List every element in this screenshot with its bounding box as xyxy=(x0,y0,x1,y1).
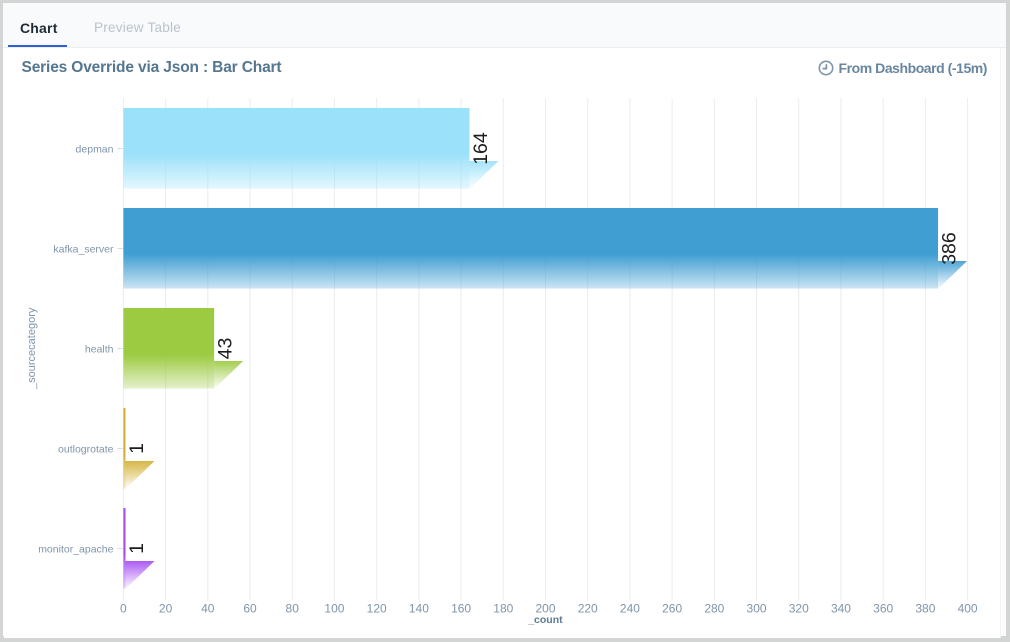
svg-text:kafka_server: kafka_server xyxy=(53,244,114,256)
svg-text:0: 0 xyxy=(120,602,127,616)
svg-text:380: 380 xyxy=(915,602,935,616)
svg-text:400: 400 xyxy=(958,602,978,616)
svg-text:60: 60 xyxy=(243,602,257,616)
svg-text:240: 240 xyxy=(620,602,640,616)
svg-text:_count: _count xyxy=(527,614,563,626)
svg-text:164: 164 xyxy=(470,132,492,165)
svg-text:320: 320 xyxy=(789,602,809,616)
svg-text:200: 200 xyxy=(535,602,555,616)
svg-text:80: 80 xyxy=(286,602,300,616)
svg-text:_sourcecategory: _sourcecategory xyxy=(26,307,38,390)
svg-text:monitor_apache: monitor_apache xyxy=(38,544,113,556)
svg-text:300: 300 xyxy=(747,602,767,616)
svg-text:40: 40 xyxy=(201,602,215,616)
svg-text:outlogrotate: outlogrotate xyxy=(58,444,114,456)
svg-text:1: 1 xyxy=(126,543,148,554)
svg-text:386: 386 xyxy=(939,232,961,265)
svg-text:100: 100 xyxy=(324,602,344,616)
svg-text:1: 1 xyxy=(126,443,148,454)
svg-text:120: 120 xyxy=(367,602,387,616)
svg-text:140: 140 xyxy=(409,602,429,616)
svg-text:220: 220 xyxy=(578,602,598,616)
svg-text:260: 260 xyxy=(662,602,682,616)
svg-text:43: 43 xyxy=(215,338,237,360)
svg-text:180: 180 xyxy=(493,602,513,616)
svg-text:360: 360 xyxy=(873,602,893,616)
svg-text:20: 20 xyxy=(159,602,173,616)
svg-text:health: health xyxy=(85,344,114,356)
svg-text:280: 280 xyxy=(704,602,724,616)
svg-text:160: 160 xyxy=(451,602,471,616)
svg-text:depman: depman xyxy=(76,144,114,156)
svg-text:340: 340 xyxy=(831,602,851,616)
